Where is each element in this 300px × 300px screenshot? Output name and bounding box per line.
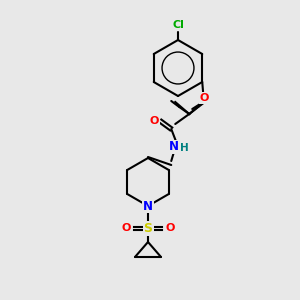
- Text: O: O: [150, 116, 159, 126]
- Text: N: N: [169, 140, 179, 154]
- Text: S: S: [143, 221, 152, 235]
- Text: O: O: [121, 223, 131, 233]
- Text: Cl: Cl: [172, 20, 184, 30]
- Text: O: O: [165, 223, 175, 233]
- Text: O: O: [200, 93, 209, 103]
- Text: H: H: [180, 143, 189, 153]
- Text: N: N: [143, 200, 153, 212]
